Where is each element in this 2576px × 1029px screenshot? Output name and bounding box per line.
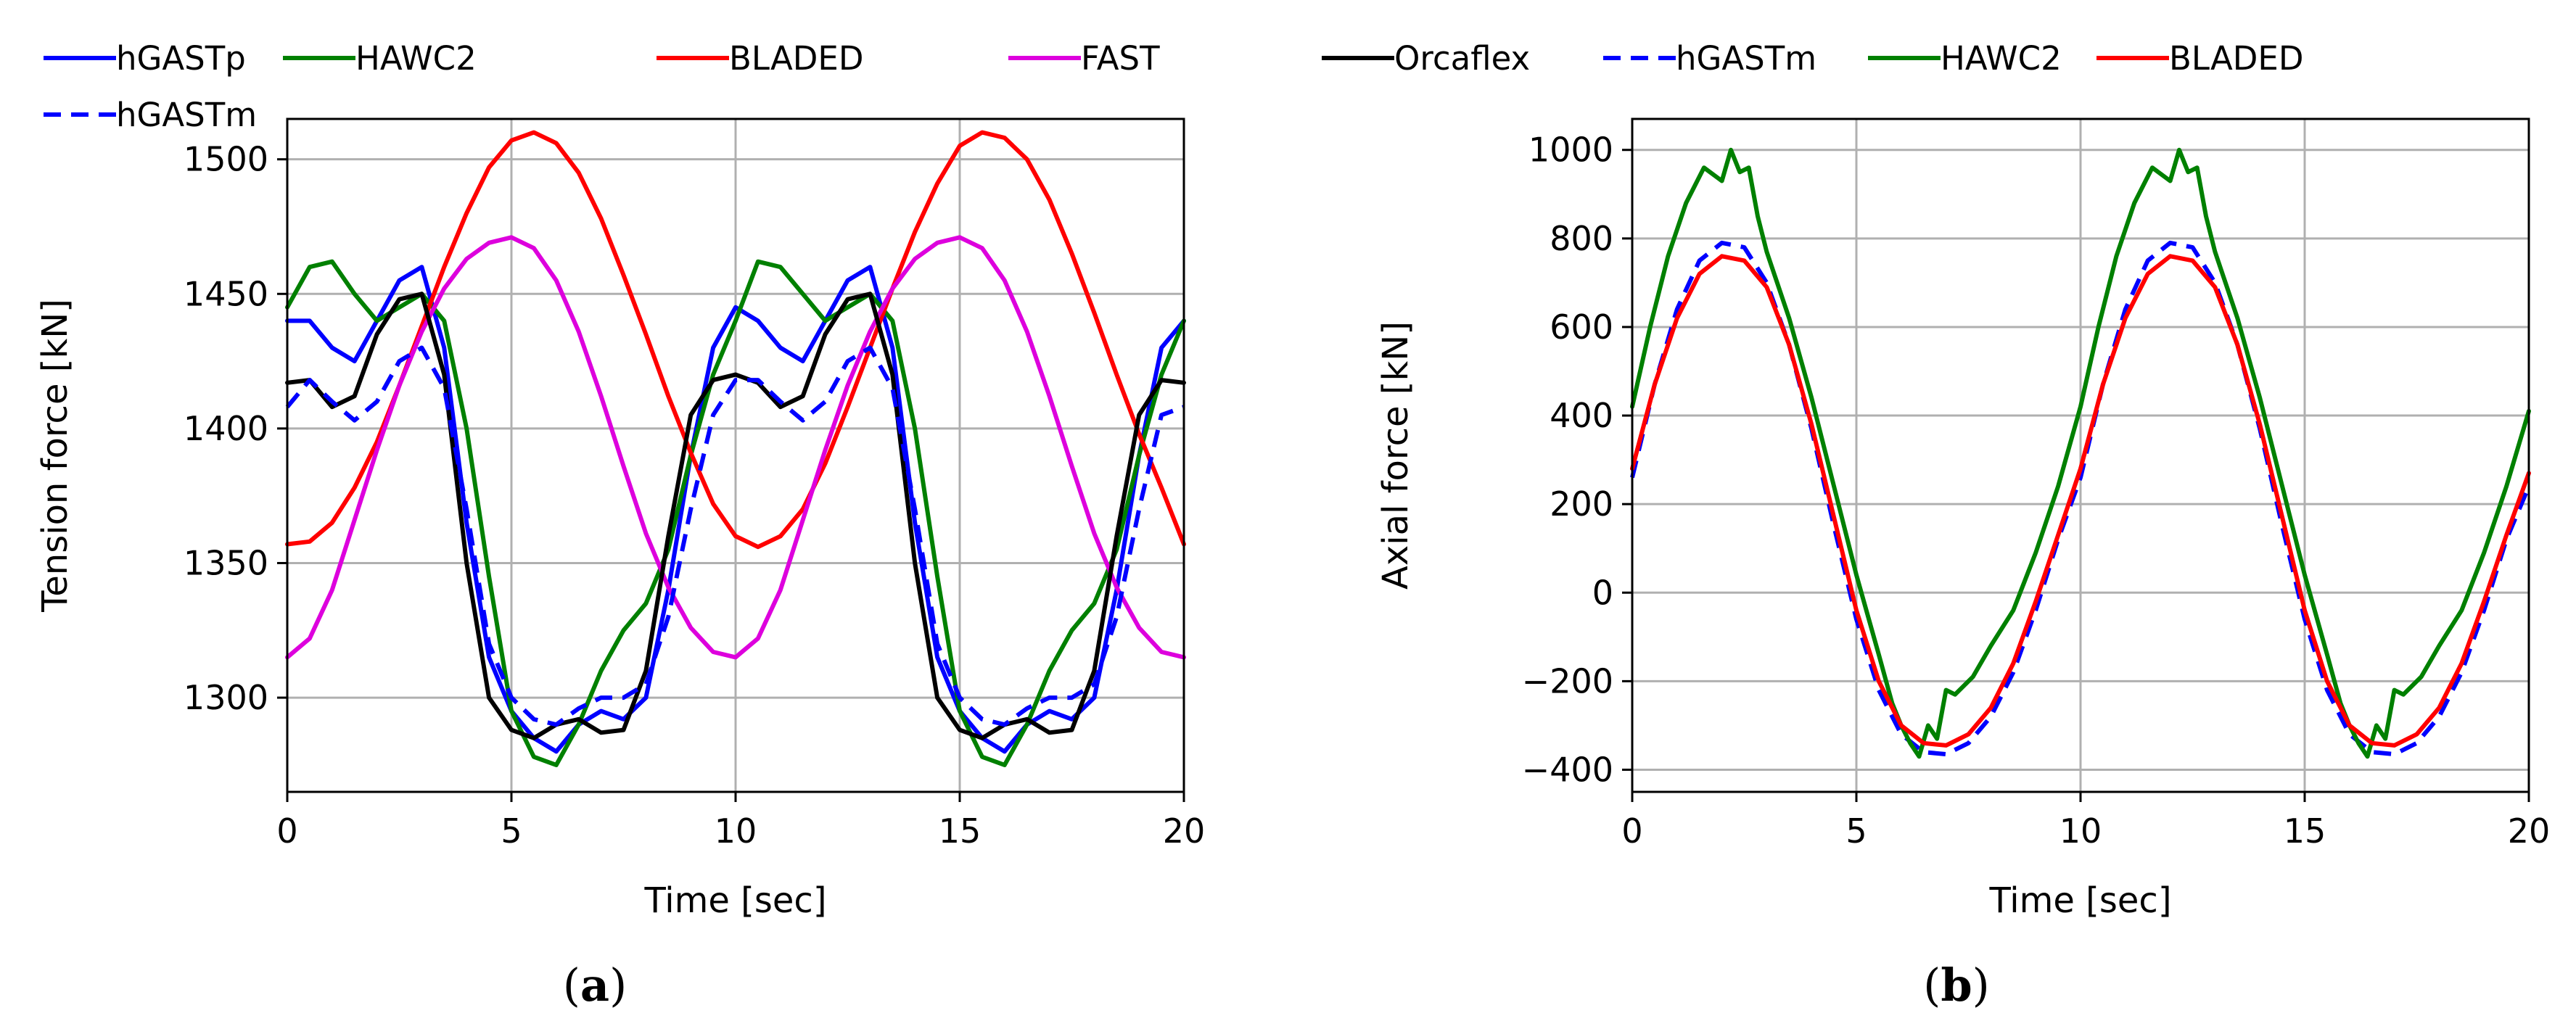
- panel-b-x-tick-label: 20: [2508, 811, 2551, 851]
- panel-a-legend-label: hGASTp: [116, 39, 246, 78]
- panel-a-series-line-fast: [285, 235, 1186, 660]
- panel-a-legend-item-orcaflex: Orcaflex: [1322, 39, 1530, 78]
- panel-b-y-tick-label: 600: [1550, 307, 1613, 347]
- panel-b-caption-close: ): [1972, 959, 1990, 1012]
- panel-a-y-axis-label: Tension force [kN]: [35, 299, 75, 613]
- panel-a-caption-close: ): [609, 959, 627, 1012]
- panel-a-legend-item-fast: FAST: [1008, 39, 1160, 78]
- panel-a-caption-open: (: [563, 959, 580, 1012]
- panel-b-legend-item-hgastm: hGASTm: [1603, 39, 1816, 78]
- panel-a-legend-label: HAWC2: [355, 39, 477, 78]
- panel-b-x-tick-label: 0: [1621, 811, 1642, 851]
- panel-b-y-tick-label: 1000: [1528, 131, 1613, 170]
- panel-a-gridlines: [286, 119, 1185, 792]
- panel-b-series: [1630, 147, 2531, 759]
- panel-a-series-line-hgastm: [285, 345, 1185, 727]
- panel-b-x-axis-label: Time [sec]: [1988, 880, 2171, 921]
- panel-b-y-tick-label: 200: [1550, 484, 1613, 524]
- panel-a-y-tick-label: 1300: [184, 678, 268, 717]
- panel-b-series-line-hawc2: [1630, 147, 2531, 759]
- panel-a-x-tick-label: 20: [1163, 811, 1206, 851]
- panel-b-series-line-bladed: [1630, 254, 2531, 748]
- panel-b-caption-letter: b: [1941, 959, 1972, 1012]
- panel-a-series: [285, 130, 1186, 767]
- panel-a-legend-item-bladed: BLADED: [657, 39, 864, 78]
- panel-b-y-tick-label: 400: [1550, 396, 1613, 435]
- panel-b: 0 5 10 15 20 −400 −200 0 200 400 600 800 1000 Time […: [1375, 39, 2550, 1012]
- panel-a-y-tick-label: 1400: [184, 409, 268, 448]
- panel-b-y-tick-label: 0: [1592, 573, 1613, 612]
- panel-a-legend-label: Orcaflex: [1394, 39, 1530, 78]
- panel-b-caption-open: (: [1923, 959, 1941, 1012]
- panel-a-legend-item-hgastp: hGASTp: [44, 39, 246, 78]
- panel-b-y-tick-label: −400: [1522, 750, 1613, 789]
- panel-a-x-axis-label: Time [sec]: [643, 880, 826, 921]
- panel-a-legend-item-hgastm: hGASTm: [44, 96, 257, 134]
- panel-b-caption: (b): [1923, 959, 1990, 1012]
- panel-b-legend-label: HAWC2: [1941, 39, 2062, 78]
- panel-a-legend-label: BLADED: [729, 39, 864, 78]
- panel-a-caption: (a): [563, 959, 627, 1012]
- panel-a-legend-label: hGASTm: [116, 96, 257, 134]
- panel-b-x-tick-label: 5: [1845, 811, 1867, 851]
- panel-a-ticks: 0 5 10 15 20 1300 1350 1400 1450 1500: [184, 140, 1205, 851]
- panel-b-legend-label: hGASTm: [1676, 39, 1816, 78]
- panel-a-x-tick-label: 10: [715, 811, 757, 851]
- panel-b-x-tick-label: 10: [2059, 811, 2102, 851]
- panel-b-ticks: 0 5 10 15 20 −400 −200 0 200 400 600 800 1000: [1522, 131, 2551, 851]
- panel-b-y-tick-label: 800: [1550, 219, 1613, 258]
- panel-b-legend-label: BLADED: [2169, 39, 2304, 78]
- panel-b-legend-item-hawc2: HAWC2: [1868, 39, 2062, 78]
- panel-a-x-tick-label: 15: [939, 811, 982, 851]
- panel-a-series-line-hawc2: [285, 259, 1186, 767]
- panel-a-series-line-orcaflex: [285, 292, 1186, 740]
- panel-a-y-tick-label: 1500: [184, 140, 268, 179]
- panel-a-x-tick-label: 0: [276, 811, 297, 851]
- panel-a-legend-label: FAST: [1081, 39, 1160, 78]
- panel-a-legend-item-hawc2: HAWC2: [283, 39, 477, 78]
- panel-b-legend-item-bladed: BLADED: [2096, 39, 2304, 78]
- panel-a-series-line-hgastp: [285, 265, 1186, 754]
- panel-b-legend: hGASTm HAWC2 BLADED: [1603, 39, 2304, 78]
- panel-a-y-tick-label: 1350: [184, 543, 268, 582]
- panel-a-x-tick-label: 5: [501, 811, 522, 851]
- panel-a-y-tick-label: 1450: [184, 274, 268, 313]
- panel-b-gridlines: [1631, 119, 2530, 792]
- panel-b-x-tick-label: 15: [2284, 811, 2326, 851]
- panel-b-y-axis-label: Axial force [kN]: [1375, 321, 1416, 590]
- panel-a-legend: hGASTp HAWC2 BLADED FAST Orcaflex hGASTm: [44, 39, 1530, 134]
- panel-b-y-tick-label: −200: [1522, 661, 1613, 701]
- panel-a-caption-letter: a: [580, 959, 609, 1012]
- panel-a-series-line-bladed: [285, 130, 1186, 550]
